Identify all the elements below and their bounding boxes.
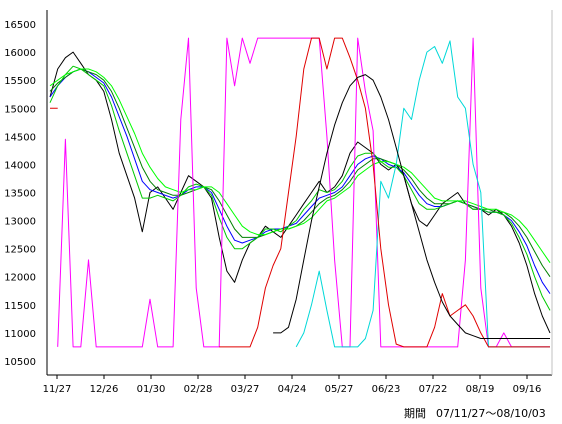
x-tick-label: 02/28 [184,384,213,395]
x-tick-label: 07/22 [419,384,448,395]
plot-series [49,37,551,348]
period-label: 期間 [404,407,426,420]
y-tick-label: 16500 [4,20,36,31]
y-tick-label: 15000 [4,104,36,115]
x-tick-label: 08/19 [466,384,495,395]
y-tick-label: 11000 [4,329,36,340]
x-tick-label: 05/27 [325,384,354,395]
y-axis: 10500 11000 11500 12000 12500 13000 13500 14000… [4,20,36,368]
x-axis: 11/27 12/26 01/30 02/28 03/27 04/24 05/27 06/23… [43,375,542,395]
series-line-9 [273,74,550,339]
x-tick-label: 01/30 [137,384,166,395]
y-tick-label: 16000 [4,48,36,59]
x-tick-label: 06/23 [372,384,401,395]
period-caption: 期間 07/11/27～08/10/03 [404,405,546,421]
series-line-4 [49,65,551,311]
y-tick-label: 12000 [4,273,36,284]
period-range: 07/11/27～08/10/03 [436,407,546,420]
x-tick-label: 03/27 [231,384,260,395]
series-line-6 [57,37,550,348]
x-tick-label: 12/26 [90,384,119,395]
y-tick-label: 15500 [4,76,36,87]
x-tick-label: 09/16 [513,384,542,395]
series-line-5 [49,68,551,263]
y-tick-label: 13000 [4,217,36,228]
y-tick-label: 14500 [4,132,36,143]
y-tick-label: 12500 [4,245,36,256]
series-line-8 [50,37,550,348]
x-tick-label: 11/27 [43,384,72,395]
y-tick-label: 11500 [4,301,36,312]
y-tick-label: 10500 [4,357,36,368]
y-tick-label: 13500 [4,189,36,200]
x-tick-label: 04/24 [278,384,307,395]
y-tick-label: 14000 [4,160,36,171]
